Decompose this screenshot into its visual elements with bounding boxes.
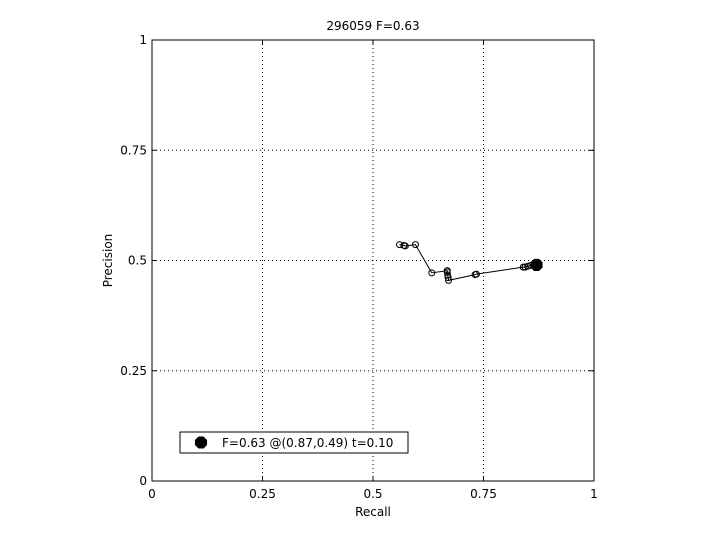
y-tick-label: 0.25 — [120, 364, 147, 378]
y-tick-label: 0 — [139, 474, 147, 488]
legend-marker — [194, 436, 208, 449]
x-tick-label: 0 — [148, 487, 156, 501]
axes-box — [151, 39, 595, 482]
y-tick-label: 0.75 — [120, 143, 147, 157]
grid-lines — [152, 40, 594, 481]
data-point — [428, 269, 436, 277]
y-tick-label: 1 — [139, 33, 147, 47]
x-tick-label: 0.75 — [470, 487, 497, 501]
y-axis-label: Precision — [101, 234, 115, 288]
series-layer — [396, 241, 543, 284]
data-point — [472, 270, 480, 278]
x-tick-label: 0.25 — [249, 487, 276, 501]
y-tick-label: 0.5 — [128, 254, 147, 268]
x-tick-label: 0.5 — [363, 487, 382, 501]
legend: F=0.63 @(0.87,0.49) t=0.10 — [179, 431, 409, 454]
best-point-marker — [530, 258, 543, 271]
data-point — [401, 242, 409, 250]
x-tick-label: 1 — [590, 487, 598, 501]
data-point — [445, 276, 453, 284]
legend-box — [179, 431, 409, 454]
tick-labels: 0 0.25 0.5 0.75 1 0 0.25 0.5 0.75 1 — [120, 33, 598, 501]
chart-title: 296059 F=0.63 — [326, 19, 419, 33]
x-axis-label: Recall — [355, 505, 391, 519]
data-point — [444, 274, 452, 282]
legend-label: F=0.63 @(0.87,0.49) t=0.10 — [222, 436, 393, 450]
data-point — [444, 271, 452, 279]
data-point — [411, 241, 419, 249]
